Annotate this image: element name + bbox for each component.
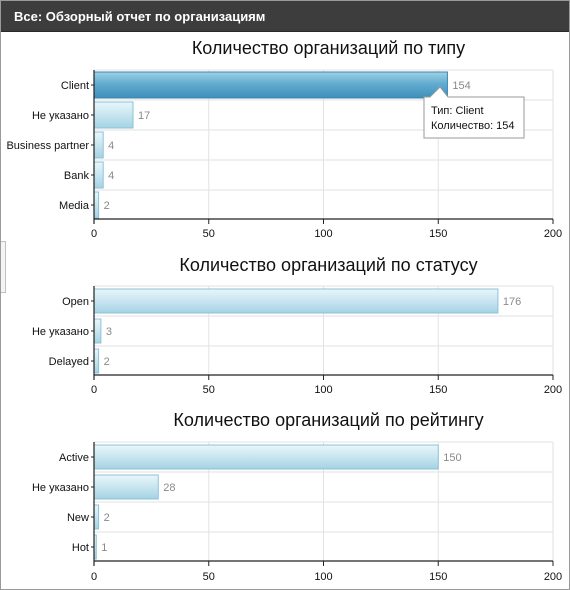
category-label: Open — [62, 296, 89, 308]
category-label: Client — [61, 80, 89, 92]
tooltip-line-1: Тип: Client — [431, 105, 484, 117]
value-label: 154 — [452, 80, 470, 92]
value-label: 28 — [163, 482, 175, 494]
category-label: Не указано — [32, 326, 89, 338]
chart-3: Количество организаций по рейтингу 0 50 100… — [32, 410, 562, 583]
bar-2-1[interactable] — [93, 288, 499, 314]
tooltip-box — [423, 86, 525, 139]
value-label: 2 — [104, 356, 110, 368]
bar-1-5[interactable] — [93, 191, 100, 219]
value-label: 2 — [104, 200, 110, 212]
category-label: Active — [59, 452, 89, 464]
value-label: 3 — [106, 326, 112, 338]
value-label: 2 — [104, 512, 110, 524]
x-tick-label: 100 — [314, 228, 332, 240]
category-label: Не указано — [32, 110, 89, 122]
value-label: 176 — [503, 296, 521, 308]
x-tick-label: 0 — [91, 228, 97, 240]
x-tick-label: 150 — [429, 228, 447, 240]
category-label: Bank — [64, 170, 90, 182]
report-title: Все: Обзорный отчет по организациям — [14, 9, 266, 24]
value-label: 17 — [138, 110, 150, 122]
chart-title: Количество организаций по статусу — [179, 255, 477, 275]
category-label: Hot — [72, 542, 89, 554]
x-tick-label: 50 — [203, 571, 215, 583]
category-label: Media — [59, 200, 90, 212]
bar-3-1[interactable] — [93, 444, 439, 470]
bar-1-4[interactable] — [93, 161, 104, 189]
chart-tooltip: Тип: Client Количество: 154 — [423, 86, 525, 139]
x-tick-label: 50 — [203, 228, 215, 240]
x-tick-label: 200 — [544, 228, 562, 240]
chart-2: Количество организаций по статусу 0 50 100 1… — [32, 255, 562, 396]
bar-1-3[interactable] — [93, 131, 104, 159]
category-label: Delayed — [49, 356, 89, 368]
x-tick-label: 100 — [314, 384, 332, 396]
bar-3-3[interactable] — [93, 504, 100, 530]
chart-1: Количество организаций по типу 0 50 100 150 2… — [6, 38, 562, 240]
value-label: 150 — [443, 452, 461, 464]
bar-1-2[interactable] — [93, 101, 134, 129]
value-label: 4 — [108, 170, 114, 182]
x-tick-label: 0 — [91, 571, 97, 583]
value-label: 4 — [108, 140, 114, 152]
bar-2-3[interactable] — [93, 348, 100, 374]
bar-1-1[interactable] — [93, 71, 448, 99]
chart-title: Количество организаций по рейтингу — [173, 410, 483, 430]
x-tick-label: 150 — [429, 571, 447, 583]
x-tick-label: 200 — [544, 384, 562, 396]
report-header: Все: Обзорный отчет по организациям — [1, 1, 569, 32]
category-label: Не указано — [32, 482, 89, 494]
bar-2-2[interactable] — [93, 318, 102, 344]
bar-3-2[interactable] — [93, 474, 159, 500]
value-label: 1 — [101, 542, 107, 554]
tooltip-line-2: Количество: 154 — [431, 120, 515, 132]
chart-title: Количество организаций по типу — [192, 38, 465, 58]
x-tick-label: 0 — [91, 384, 97, 396]
category-label: Business partner — [6, 140, 89, 152]
x-tick-label: 150 — [429, 384, 447, 396]
category-label: New — [67, 512, 89, 524]
collapse-handle[interactable] — [1, 241, 6, 293]
x-tick-label: 100 — [314, 571, 332, 583]
x-tick-label: 50 — [203, 384, 215, 396]
x-tick-label: 200 — [544, 571, 562, 583]
